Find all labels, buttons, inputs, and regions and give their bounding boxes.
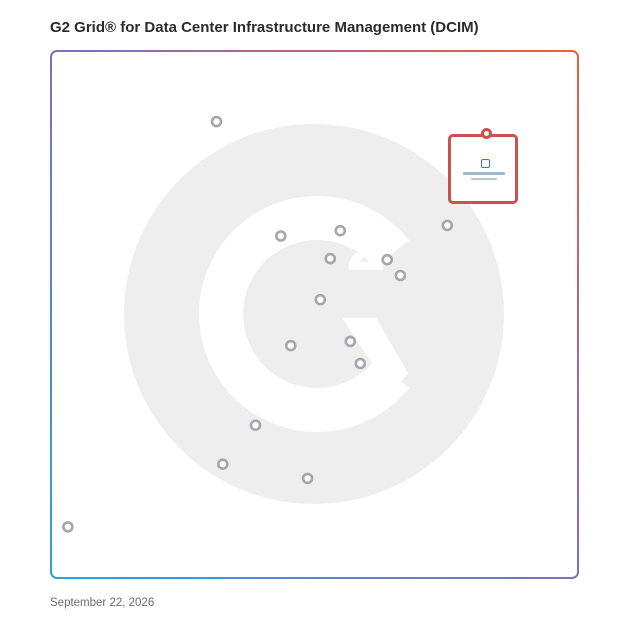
product-point-9[interactable] bbox=[284, 339, 297, 352]
chart-title: G2 Grid® for Data Center Infrastructure … bbox=[50, 19, 479, 36]
report-date: September 22, 2026 bbox=[50, 597, 155, 609]
product-point-12[interactable] bbox=[249, 419, 262, 432]
product-point-14[interactable] bbox=[301, 472, 314, 485]
svg-text:2: 2 bbox=[346, 206, 386, 286]
product-logo-wordmark bbox=[463, 172, 506, 176]
product-point-7[interactable] bbox=[441, 219, 454, 232]
highlight-pin-icon bbox=[481, 128, 493, 140]
product-point-4[interactable] bbox=[324, 252, 337, 265]
product-point-8[interactable] bbox=[314, 293, 327, 306]
data-points bbox=[62, 115, 454, 533]
product-point-2[interactable] bbox=[274, 230, 287, 242]
product-point-1[interactable] bbox=[210, 115, 223, 128]
product-point-10[interactable] bbox=[344, 335, 357, 348]
product-point-3[interactable] bbox=[334, 224, 347, 237]
product-point-11[interactable] bbox=[354, 357, 367, 370]
product-point-6[interactable] bbox=[394, 269, 407, 282]
product-point-5[interactable] bbox=[381, 253, 394, 266]
product-point-15[interactable] bbox=[62, 521, 74, 533]
product-logo-icon bbox=[481, 159, 491, 169]
highlighted-product-card[interactable] bbox=[448, 128, 519, 205]
product-point-13[interactable] bbox=[217, 458, 229, 471]
product-logo-tagline bbox=[471, 178, 498, 181]
